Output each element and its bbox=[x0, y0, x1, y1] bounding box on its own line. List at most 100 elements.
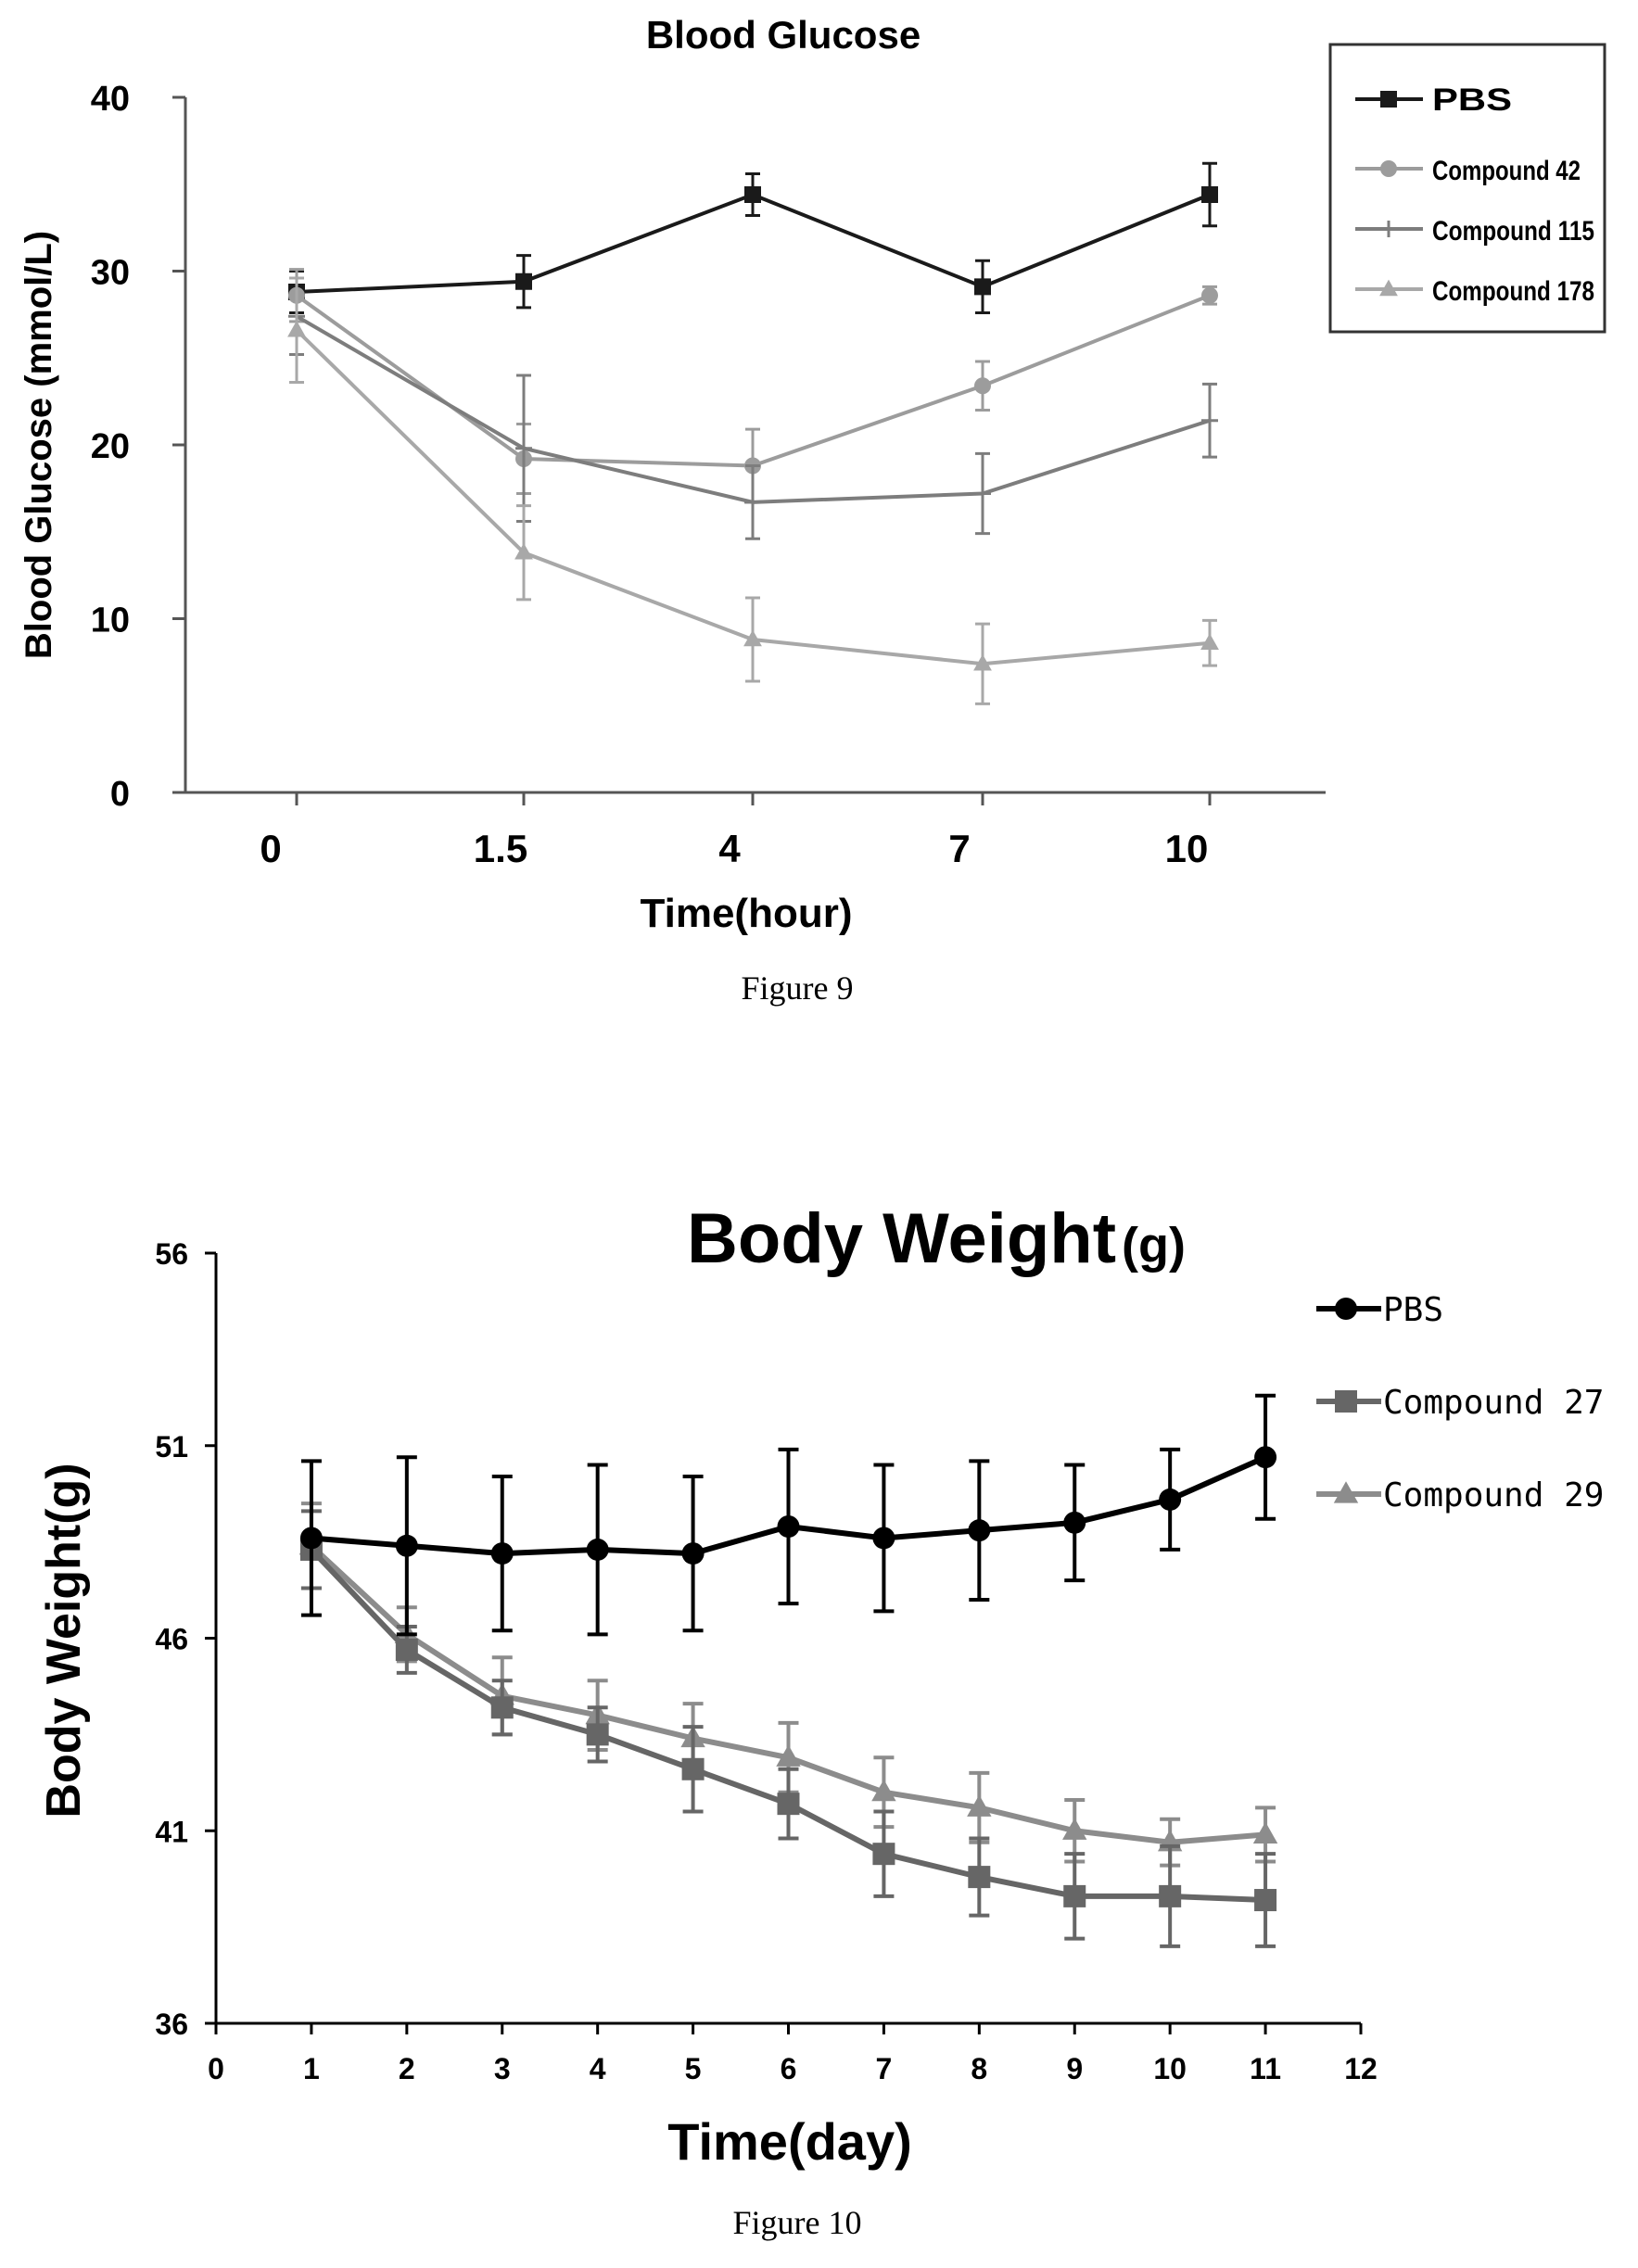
chart2-y-tick-label: 56 bbox=[155, 1237, 188, 1271]
chart1-x-tick-label: 7 bbox=[948, 827, 970, 870]
chart2-x-tick-label: 11 bbox=[1250, 2052, 1281, 2085]
chart1-x-tick-label: 0 bbox=[260, 827, 281, 870]
chart2-x-tick-label: 0 bbox=[208, 2052, 224, 2085]
chart1-compound-115-point bbox=[744, 493, 761, 511]
chart2-x-axis-label: Time(day) bbox=[667, 2112, 911, 2171]
chart2-title-main: Body Weight bbox=[687, 1199, 1116, 1278]
chart2-pbs-point bbox=[1254, 1446, 1277, 1469]
chart1-compound-178-point bbox=[1200, 633, 1219, 650]
chart2-title-unit: (g) bbox=[1122, 1218, 1186, 1273]
chart1-pbs-point bbox=[1201, 186, 1218, 203]
chart2-x-tick-label: 12 bbox=[1344, 2052, 1378, 2085]
chart1-legend-compound-42-label: Compound 42 bbox=[1432, 156, 1581, 186]
chart2-legend-pbs-marker bbox=[1335, 1298, 1357, 1320]
chart2-compound-27-point bbox=[1254, 1889, 1277, 1912]
chart1-y-tick-label: 10 bbox=[91, 602, 130, 640]
chart2-y-tick-label: 41 bbox=[155, 1815, 188, 1848]
chart1-pbs-series bbox=[288, 161, 1218, 314]
chart1-legend-compound-115: Compound 115 bbox=[1355, 216, 1594, 247]
chart1-compound-42-point bbox=[1201, 286, 1218, 304]
chart2-pbs-point bbox=[299, 1527, 323, 1550]
chart2-compound-29-point bbox=[967, 1794, 992, 1817]
chart1-y-tick-label: 40 bbox=[91, 80, 130, 119]
chart2-plot-area bbox=[298, 1393, 1278, 1948]
chart1-compound-178-point bbox=[514, 542, 533, 560]
chart1-pbs-point bbox=[515, 272, 532, 290]
chart1-pbs-point bbox=[974, 278, 991, 296]
chart1-compound-115-point bbox=[974, 485, 991, 502]
chart2-pbs-point bbox=[1159, 1488, 1182, 1511]
chart2-compound-27-point bbox=[1159, 1884, 1182, 1907]
chart2-y-tick-label: 51 bbox=[155, 1430, 188, 1463]
chart2-pbs-point bbox=[681, 1542, 705, 1565]
chart1-legend-pbs: PBS bbox=[1355, 82, 1512, 118]
chart1-legend-box bbox=[1328, 43, 1606, 334]
chart1-compound-115-point bbox=[1201, 412, 1218, 429]
chart1-y-ticks: 0 10 20 30 40 bbox=[91, 80, 185, 814]
chart2-legend-compound-27-marker bbox=[1335, 1390, 1357, 1413]
chart1-x-tick-label: 10 bbox=[1165, 827, 1209, 870]
chart1-title: Blood Glucose bbox=[646, 13, 921, 57]
chart2-legend: PBS Compound 27 Compound 29 bbox=[1316, 1291, 1604, 1514]
chart1-plot-area bbox=[287, 161, 1219, 705]
chart1-y-tick-label: 0 bbox=[110, 775, 130, 814]
chart2-y-axis-label: Body Weight(g) bbox=[37, 1463, 91, 1818]
chart2-compound-29-point bbox=[871, 1779, 896, 1802]
chart1-x-ticks: 0 1.5 4 7 10 bbox=[260, 792, 1212, 870]
chart1-legend-compound-178-label: Compound 178 bbox=[1432, 276, 1594, 307]
chart1-y-axis-label: Blood Glucose (mmol/L) bbox=[19, 231, 59, 659]
chart1-legend-compound-115-marker bbox=[1380, 221, 1397, 237]
chart2-pbs-point bbox=[872, 1527, 895, 1550]
chart1-compound-42-point bbox=[974, 377, 991, 395]
chart1-compound-178-point bbox=[973, 653, 992, 671]
chart2-x-ticks: 0 1 2 3 4 5 6 7 8 9 10 11 12 bbox=[208, 2023, 1378, 2085]
chart2-compound-27-point bbox=[395, 1638, 418, 1661]
blood-glucose-chart: Blood Glucose 0 10 20 30 40 0 1.5 4 7 10 Blood G… bbox=[19, 13, 1606, 936]
chart2-x-tick-label: 2 bbox=[399, 2052, 415, 2085]
chart2-x-tick-label: 1 bbox=[303, 2052, 320, 2085]
chart1-compound-115-point bbox=[515, 439, 532, 457]
figure9-caption: Figure 9 bbox=[742, 969, 854, 1007]
chart1-compound-178-point bbox=[287, 320, 306, 337]
chart2-pbs-point bbox=[586, 1538, 609, 1561]
chart1-compound-178-point bbox=[743, 629, 762, 647]
chart2-compound-27-point bbox=[490, 1696, 514, 1719]
chart2-legend-compound-29-marker bbox=[1333, 1481, 1359, 1503]
chart2-compound-29-point bbox=[776, 1744, 801, 1767]
chart2-x-tick-label: 6 bbox=[781, 2052, 797, 2085]
chart2-legend-compound-27: Compound 27 bbox=[1316, 1384, 1604, 1422]
chart2-pbs-point bbox=[777, 1515, 800, 1539]
chart2-y-tick-label: 46 bbox=[155, 1623, 188, 1656]
chart2-legend-pbs-label: PBS bbox=[1383, 1291, 1443, 1329]
chart2-pbs-point bbox=[395, 1534, 418, 1557]
chart1-x-tick-label: 1.5 bbox=[474, 827, 527, 870]
chart2-compound-27-point bbox=[777, 1793, 800, 1816]
chart2-x-tick-label: 7 bbox=[876, 2052, 893, 2085]
chart1-legend-compound-115-label: Compound 115 bbox=[1432, 216, 1594, 247]
chart2-x-tick-label: 4 bbox=[590, 2052, 606, 2085]
chart2-compound-27-point bbox=[586, 1723, 609, 1746]
chart2-compound-27-point bbox=[968, 1866, 991, 1889]
chart1-compound-178-series bbox=[287, 276, 1219, 705]
chart2-x-tick-label: 3 bbox=[494, 2052, 511, 2085]
chart2-pbs-point bbox=[1063, 1511, 1086, 1534]
chart2-x-tick-label: 10 bbox=[1153, 2052, 1187, 2085]
chart2-y-ticks: 36 41 46 51 56 bbox=[155, 1237, 216, 2041]
chart1-legend-compound-178: Compound 178 bbox=[1355, 276, 1594, 307]
chart2-legend-pbs: PBS bbox=[1316, 1291, 1443, 1329]
chart2-compound-29-point bbox=[1252, 1821, 1278, 1844]
chart2-x-tick-label: 8 bbox=[971, 2052, 987, 2085]
chart2-compound-27-point bbox=[681, 1757, 705, 1780]
chart1-legend: PBS Compound 42 Compound 115 Compound 178 bbox=[1355, 82, 1594, 307]
chart2-legend-compound-29: Compound 29 bbox=[1316, 1476, 1604, 1514]
chart2-pbs-point bbox=[968, 1519, 991, 1542]
chart1-y-tick-label: 20 bbox=[91, 427, 130, 466]
chart2-y-tick-label: 36 bbox=[155, 2008, 188, 2041]
chart1-pbs-point bbox=[744, 186, 761, 203]
chart2-x-tick-label: 9 bbox=[1066, 2052, 1083, 2085]
chart2-legend-compound-27-label: Compound 27 bbox=[1383, 1384, 1604, 1422]
chart1-legend-pbs-marker bbox=[1380, 91, 1397, 108]
chart1-x-tick-label: 4 bbox=[718, 827, 741, 870]
